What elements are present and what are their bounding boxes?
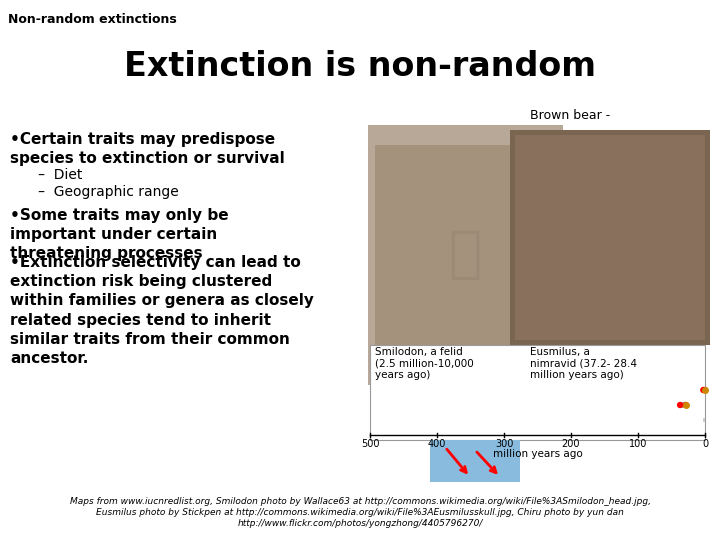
FancyBboxPatch shape xyxy=(703,418,705,422)
Text: •Certain traits may predispose
species to extinction or survival: •Certain traits may predispose species t… xyxy=(10,132,284,166)
Text: •Some traits may only be
important under certain
threatening processes: •Some traits may only be important under… xyxy=(10,208,229,261)
Text: •Extinction selectivity can lead to
extinction risk being clustered
within famil: •Extinction selectivity can lead to exti… xyxy=(10,255,314,366)
FancyBboxPatch shape xyxy=(680,402,686,408)
FancyBboxPatch shape xyxy=(510,130,710,345)
Circle shape xyxy=(701,388,706,393)
Text: 200: 200 xyxy=(562,439,580,449)
Text: Brown bear -: Brown bear - xyxy=(530,109,611,122)
FancyBboxPatch shape xyxy=(430,440,520,482)
FancyBboxPatch shape xyxy=(368,125,563,385)
FancyBboxPatch shape xyxy=(375,145,555,365)
Circle shape xyxy=(683,402,688,408)
Text: Smilodon, a felid
(2.5 million-10,000
years ago): Smilodon, a felid (2.5 million-10,000 ye… xyxy=(375,347,474,380)
Text: 🦴: 🦴 xyxy=(449,228,482,282)
Text: –  Diet: – Diet xyxy=(25,168,82,182)
FancyBboxPatch shape xyxy=(515,135,705,340)
Circle shape xyxy=(703,388,708,393)
Text: 500: 500 xyxy=(361,439,379,449)
FancyBboxPatch shape xyxy=(370,345,705,440)
Text: Extinction is non-random: Extinction is non-random xyxy=(124,50,596,83)
Text: 400: 400 xyxy=(428,439,446,449)
Text: 100: 100 xyxy=(629,439,647,449)
Text: Eusmilus, a
nimravid (37.2- 28.4
million years ago): Eusmilus, a nimravid (37.2- 28.4 million… xyxy=(530,347,637,380)
Text: 0: 0 xyxy=(702,439,708,449)
Text: million years ago: million years ago xyxy=(492,449,582,459)
Text: Non-random extinctions: Non-random extinctions xyxy=(8,13,176,26)
Circle shape xyxy=(678,402,683,408)
FancyBboxPatch shape xyxy=(703,387,705,393)
Text: Maps from www.iucnredlist.org, Smilodon photo by Wallace63 at http://commons.wik: Maps from www.iucnredlist.org, Smilodon … xyxy=(70,497,650,528)
Text: 300: 300 xyxy=(495,439,513,449)
Text: –  Geographic range: – Geographic range xyxy=(25,185,179,199)
